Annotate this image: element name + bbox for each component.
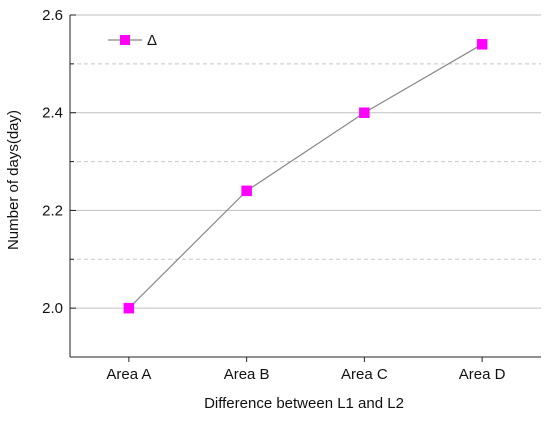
series-layer xyxy=(123,39,488,314)
series-line xyxy=(128,43,483,309)
y-tick-label: 2.6 xyxy=(42,7,63,24)
x-tick-label: Area B xyxy=(224,366,270,383)
data-point-marker xyxy=(476,39,488,50)
x-tick-label: Area D xyxy=(459,366,506,383)
y-tick-label: 2.2 xyxy=(42,202,63,219)
x-axis-title: Difference between L1 and L2 xyxy=(204,395,404,412)
legend-marker xyxy=(120,35,130,45)
data-point-marker xyxy=(123,302,135,314)
data-point-marker xyxy=(359,107,370,118)
y-tick-label: 2.0 xyxy=(42,300,63,317)
legend: Δ xyxy=(108,32,157,49)
y-axis-title: Number of days(day) xyxy=(5,110,22,250)
data-point-marker xyxy=(241,185,252,197)
x-tick-label: Area A xyxy=(106,366,151,383)
grid-layer xyxy=(70,14,541,309)
y-tick-label: 2.4 xyxy=(42,105,63,122)
legend-label: Δ xyxy=(147,32,157,49)
axis-layer: 2.0 2.2 2.4 2.6 Area A Area B Area C Area D xyxy=(42,7,541,383)
x-tick-label: Area C xyxy=(341,366,388,383)
